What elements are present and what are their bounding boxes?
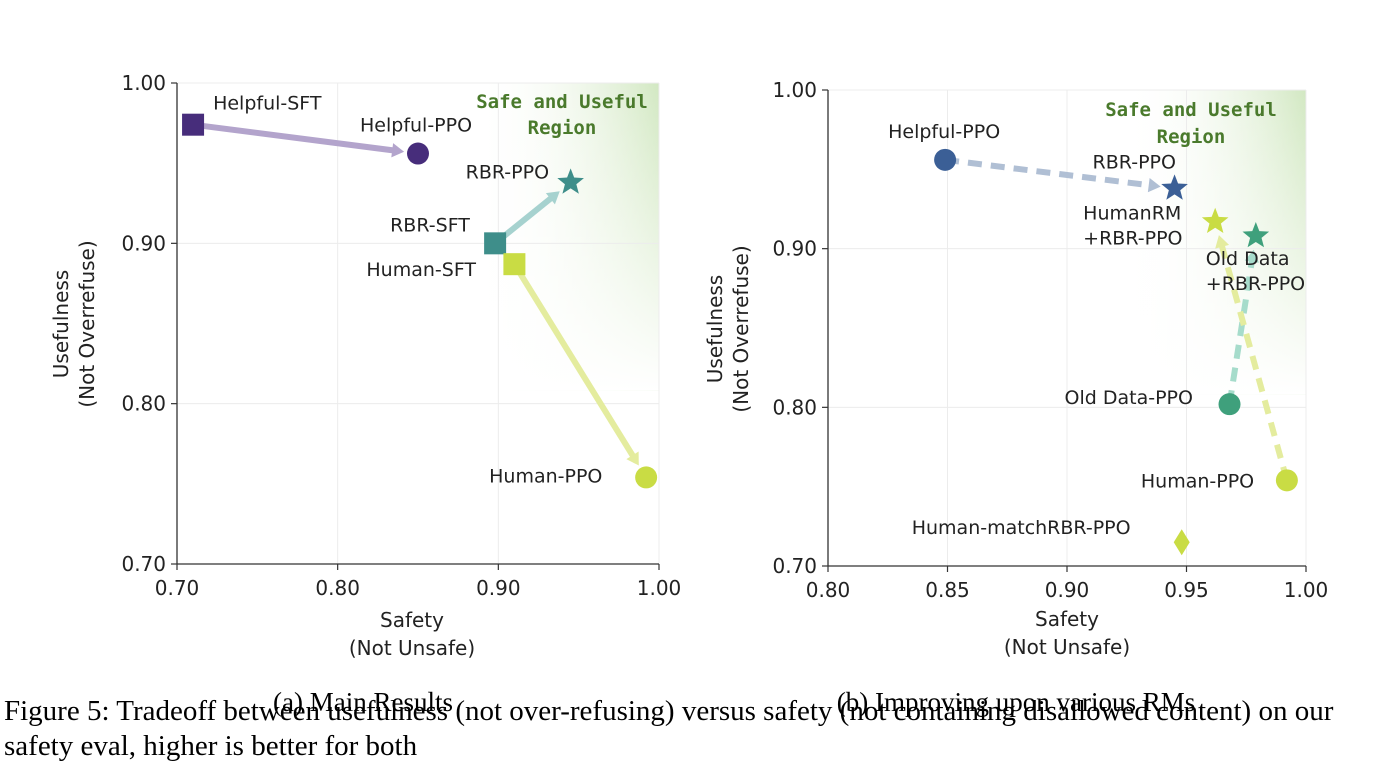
point-label: Human-PPO	[1141, 470, 1254, 492]
point-label: +RBR-PPO	[1083, 228, 1182, 250]
data-point-rbr-ppo	[1161, 174, 1188, 200]
data-point-old-data-ppo	[1218, 393, 1241, 416]
transition-arrowhead	[391, 143, 405, 158]
point-label: Human-SFT	[366, 259, 476, 281]
transition-arrowhead	[1244, 249, 1259, 263]
x-tick-label: 0.70	[155, 576, 200, 600]
x-tick-label: 0.80	[315, 576, 360, 600]
y-axis-title: Usefulness	[703, 275, 727, 383]
transition-arrowhead	[1215, 235, 1230, 249]
data-point-rbr-sft	[484, 232, 507, 255]
x-axis-subtitle: (Not Unsafe)	[349, 636, 475, 660]
x-tick-label: 0.95	[1164, 578, 1209, 602]
data-point-helpful-ppo	[934, 148, 957, 171]
y-tick-label: 0.90	[772, 237, 817, 261]
data-point-helpful-sft	[182, 113, 205, 136]
chart-panel-main-results: 0.70 0.80 0.90 1.00 0.70 0.80 0.90 1.00 Safety (N…	[49, 71, 681, 717]
data-point-rbr-ppo	[557, 168, 584, 194]
data-point-helpful-ppo	[407, 142, 429, 165]
data-point-human-sft	[503, 253, 526, 276]
safe-region-label-line2: Region	[1157, 126, 1226, 148]
y-tick-label: 0.80	[772, 395, 817, 419]
point-label: Helpful-PPO	[888, 121, 1000, 143]
transition-arrow	[1226, 257, 1256, 405]
subfigure-caption: (b) Improving upon various RMs	[837, 687, 1195, 717]
point-label: RBR-PPO	[1093, 151, 1176, 173]
transition-arrow	[944, 156, 1154, 189]
chart-panel-improving-rms: 0.80 0.85 0.90 0.95 1.000.700.800.901.00Safe…	[703, 78, 1328, 717]
data-point-human-matchrbr-ppo	[1173, 529, 1190, 556]
point-label: RBR-PPO	[466, 161, 549, 183]
point-label: Old Data-PPO	[1065, 387, 1193, 409]
point-label: Human-PPO	[489, 465, 602, 487]
y-tick-label: 0.70	[121, 552, 166, 576]
data-point-old-data-rbr-ppo	[1242, 221, 1270, 248]
transition-arrow	[1218, 242, 1290, 482]
x-tick-label: 1.00	[637, 576, 682, 600]
safe-region-label: Safe and Useful	[1105, 99, 1277, 121]
point-label: Old Data	[1206, 248, 1290, 270]
transition-arrow	[511, 262, 638, 461]
point-label: Helpful-SFT	[213, 93, 322, 115]
point-label: RBR-SFT	[390, 214, 470, 236]
transition-arrowhead	[545, 191, 560, 205]
x-tick-label: 1.00	[1284, 578, 1329, 602]
x-axis-title: Safety	[380, 608, 444, 632]
x-tick-label: 0.90	[1045, 578, 1090, 602]
x-axis-subtitle: (Not Unsafe)	[1004, 635, 1130, 659]
x-axis-title: Safety	[1035, 607, 1099, 631]
y-tick-label: 1.00	[121, 71, 166, 95]
x-tick-label: 0.85	[925, 578, 970, 602]
y-tick-label: 0.80	[121, 392, 166, 416]
safe-region-label: Safe and Useful	[476, 91, 648, 113]
y-axis-subtitle: (Not Overrefuse)	[729, 245, 753, 412]
transition-arrowhead	[626, 451, 639, 466]
y-axis-title: Usefulness	[49, 270, 73, 378]
x-tick-label: 0.90	[476, 576, 521, 600]
data-point-human-ppo	[1275, 469, 1298, 492]
transition-arrowhead	[1147, 178, 1161, 193]
y-tick-label: 1.00	[772, 78, 817, 102]
y-tick-label: 0.90	[121, 231, 166, 255]
x-tick-label: 0.80	[806, 578, 851, 602]
subfigure-caption: (a) Main Results	[273, 687, 453, 717]
y-axis-subtitle: (Not Overrefuse)	[75, 240, 99, 407]
point-label: +RBR-PPO	[1206, 273, 1305, 295]
y-tick-label: 0.70	[772, 554, 817, 578]
data-point-human-ppo	[635, 466, 658, 489]
safe-region-label-line2: Region	[528, 117, 597, 139]
point-label: Human-matchRBR-PPO	[912, 517, 1131, 539]
figure-caption: Figure 5: Tradeoff between usefulness (n…	[4, 695, 1334, 762]
point-label: Helpful-PPO	[360, 115, 472, 137]
transition-arrow	[192, 121, 397, 154]
point-label: HumanRM	[1083, 203, 1181, 225]
data-point-humanrm-rbr-ppo	[1201, 207, 1229, 234]
